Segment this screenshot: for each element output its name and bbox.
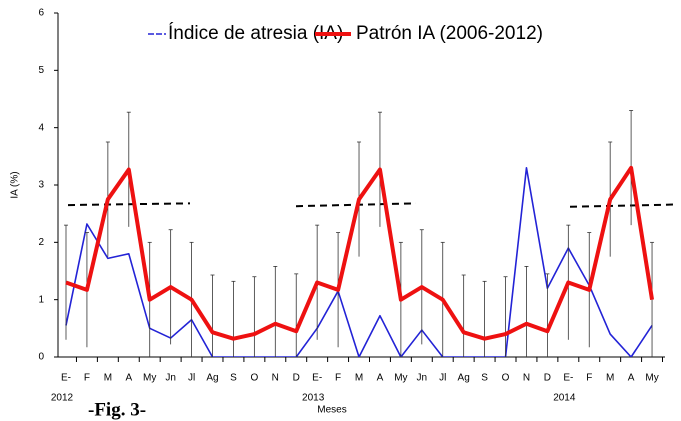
x-tick-label: Jn [165, 373, 176, 384]
x-tick-label: A [628, 373, 635, 384]
x-tick-label: O [250, 373, 258, 384]
x-tick-label: D [544, 373, 551, 384]
x-tick-label: My [143, 373, 156, 384]
x-tick-label: M [104, 373, 112, 384]
x-tick-label: My [645, 373, 658, 384]
x-tick-label: M [606, 373, 614, 384]
x-tick-label: My [394, 373, 407, 384]
x-tick-label: Jl [188, 373, 195, 384]
x-axis-label: Meses [317, 405, 346, 416]
x-tick-label: Ag [458, 373, 470, 384]
y-tick-label: 3 [38, 180, 44, 191]
x-tick-label: F [84, 373, 90, 384]
x-tick-label: F [335, 373, 341, 384]
year-label: 2013 [302, 393, 325, 404]
x-tick-label: N [523, 373, 530, 384]
x-tick-label: E- [312, 373, 322, 384]
x-tick-label: S [230, 373, 237, 384]
x-tick-label: N [272, 373, 279, 384]
figure-caption: -Fig. 3- [88, 399, 146, 420]
x-tick-label: O [502, 373, 510, 384]
y-tick-label: 6 [38, 8, 44, 19]
x-tick-label: F [586, 373, 592, 384]
x-tick-label: Jl [439, 373, 446, 384]
y-axis-label: IA (%) [10, 171, 21, 198]
year-label: 2014 [553, 393, 576, 404]
x-tick-label: M [355, 373, 363, 384]
x-tick-label: D [293, 373, 300, 384]
legend-label: Patrón IA (2006-2012) [356, 23, 543, 44]
y-tick-label: 2 [38, 237, 44, 248]
y-tick-label: 4 [38, 122, 44, 133]
x-tick-label: A [377, 373, 384, 384]
series-line [65, 167, 653, 357]
plot-area [64, 110, 655, 357]
x-tick-label: S [481, 373, 488, 384]
y-tick-label: 0 [38, 352, 44, 363]
year-label: 2012 [51, 393, 74, 404]
x-tick-label: Jn [417, 373, 428, 384]
series-line [65, 165, 655, 341]
y-tick-label: 5 [38, 65, 44, 76]
legend-label: Índice de atresia (IA) [168, 23, 343, 44]
y-tick-label: 1 [38, 294, 44, 305]
x-tick-label: A [125, 373, 132, 384]
x-tick-label: E- [563, 373, 573, 384]
x-tick-label: E- [61, 373, 71, 384]
reference-line [569, 203, 677, 208]
x-tick-label: Ag [206, 373, 218, 384]
